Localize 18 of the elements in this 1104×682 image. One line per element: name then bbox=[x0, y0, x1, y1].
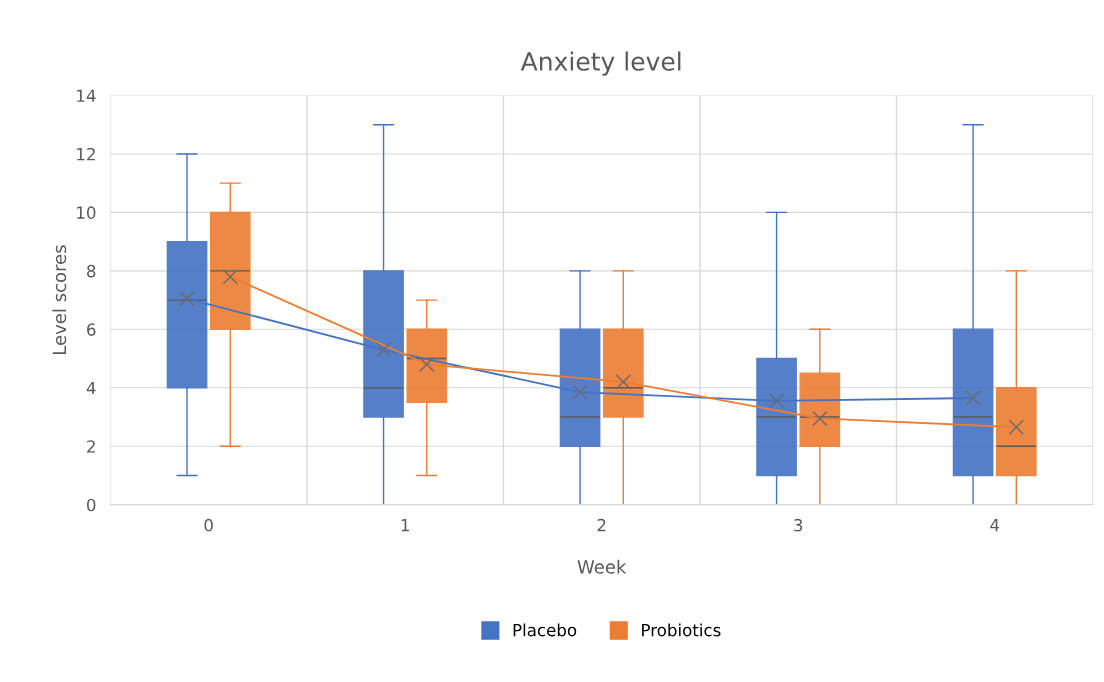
y-tick-label: 8 bbox=[87, 264, 96, 278]
x-tick-label: 1 bbox=[401, 519, 409, 532]
legend-label: Probiotics bbox=[642, 623, 721, 637]
y-tick-label: 12 bbox=[77, 147, 95, 161]
x-tick-label: 2 bbox=[597, 518, 606, 532]
x-tick-label: 3 bbox=[794, 518, 803, 532]
y-tick-label: 14 bbox=[77, 89, 96, 102]
chart-title: Anxiety level bbox=[520, 51, 681, 76]
x-tick-label: 0 bbox=[204, 518, 213, 532]
y-tick-label: 0 bbox=[87, 498, 96, 512]
x-tick-label: 4 bbox=[990, 519, 1000, 532]
x-axis-title: Week bbox=[577, 559, 627, 574]
y-tick-label: 2 bbox=[87, 440, 95, 453]
y-axis-title: Level scores bbox=[52, 245, 67, 354]
legend-label: Placebo bbox=[513, 623, 577, 637]
y-tick-label: 4 bbox=[86, 381, 96, 395]
y-tick-label: 10 bbox=[77, 206, 96, 219]
y-tick-label: 6 bbox=[87, 323, 96, 336]
